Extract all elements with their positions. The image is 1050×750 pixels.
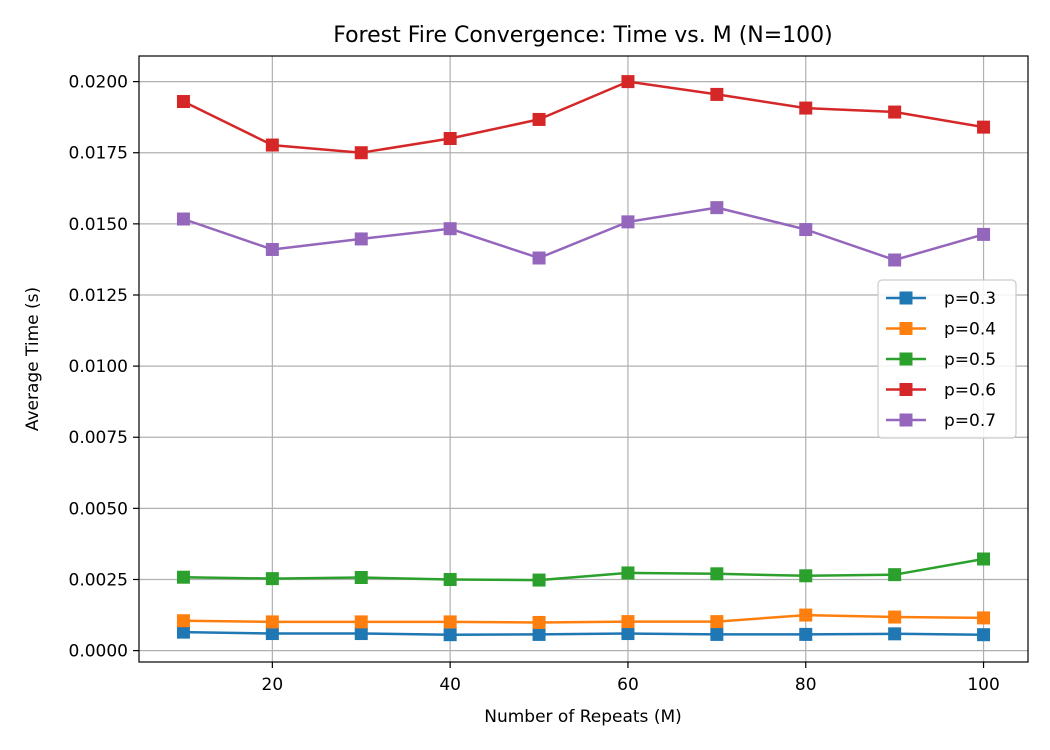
data-point [354,146,368,160]
data-point [354,232,368,246]
y-tick-label: 0.0075 [69,428,128,448]
legend-label: p=0.7 [944,411,996,431]
y-tick-label: 0.0050 [69,499,128,519]
data-point [176,212,190,226]
data-point [888,627,902,641]
data-point [176,570,190,584]
x-tick-label: 20 [262,675,284,695]
data-point [799,569,813,583]
data-point [710,201,724,215]
data-point [265,627,279,641]
legend: p=0.3 p=0.4 p=0.5 p=0.6 p=0.7 [877,279,1017,439]
data-point [265,572,279,586]
series-line [182,80,984,154]
data-point [710,567,724,581]
data-point [977,552,991,566]
data-point [532,251,546,265]
data-point [176,95,190,109]
data-point [888,568,902,582]
y-tick-label: 0.0000 [69,642,128,662]
y-axis-ticks: 0.0000 0.0025 0.0050 0.0075 0.0100 0.0125 0.01… [69,73,139,662]
series-p=0.7 [176,201,991,267]
data-point [443,628,457,642]
legend-item: p=0.7 [886,411,996,431]
y-tick-label: 0.0125 [69,286,128,306]
x-tick-label: 40 [439,675,461,695]
data-point [354,571,368,585]
series-line [183,630,984,636]
legend-item: p=0.4 [886,320,996,340]
data-point [354,627,368,641]
data-point [532,615,546,629]
data-point [443,615,457,629]
data-point [532,627,546,641]
data-point [799,101,813,115]
chart-title: Forest Fire Convergence: Time vs. M (N=1… [333,23,833,48]
data-point [621,215,635,229]
series-p=0.5 [176,552,991,587]
y-tick-label: 0.0100 [69,357,128,377]
y-axis-label: Average Time (s) [23,287,43,431]
y-tick-label: 0.0025 [69,570,128,590]
legend-box [877,279,1017,439]
series-p=0.6 [176,75,991,160]
series-line [183,557,984,582]
data-point [443,572,457,586]
x-tick-label: 100 [967,675,999,695]
data-point [176,614,190,628]
data-point [621,615,635,629]
legend-marker [899,383,913,396]
x-tick-label: 60 [617,675,639,695]
data-point [977,628,991,642]
legend-item: p=0.5 [886,350,996,370]
legend-marker [899,291,913,305]
data-point [799,608,813,622]
data-point [621,627,635,641]
data-point [532,573,546,587]
x-axis-ticks: 20 40 60 80 100 [262,662,1000,695]
data-point [710,627,724,641]
legend-marker [899,413,913,427]
series-p=0.4 [176,608,991,629]
data-point [977,227,991,241]
data-point [888,105,902,119]
y-tick-label: 0.0150 [69,215,128,235]
series-line [183,613,984,624]
data-point [265,615,279,629]
data-point [888,610,902,624]
series-lines [176,75,991,642]
data-point [621,75,635,89]
data-point [532,112,546,126]
series-p=0.3 [176,625,991,642]
data-point [799,223,813,237]
data-point [621,566,635,580]
legend-label: p=0.3 [944,289,996,309]
data-point [354,615,368,629]
data-point [977,611,991,625]
x-tick-label: 80 [795,675,817,695]
legend-label: p=0.4 [944,320,996,340]
data-point [443,222,457,236]
data-point [710,615,724,629]
legend-item: p=0.6 [886,381,996,401]
x-axis-label: Number of Repeats (M) [484,707,682,727]
series-line [182,206,984,262]
legend-label: p=0.5 [944,350,996,370]
data-point [443,132,457,146]
legend-marker [899,352,913,366]
data-point [799,627,813,641]
data-point [176,625,190,639]
data-point [977,120,991,134]
legend-marker [899,322,913,335]
data-point [265,242,279,256]
data-point [888,253,902,267]
legend-item: p=0.3 [886,289,996,309]
plot-frame [138,55,1029,663]
legend-label: p=0.6 [944,381,996,401]
y-tick-label: 0.0200 [69,73,128,93]
data-point [265,138,279,152]
y-tick-label: 0.0175 [69,144,128,164]
data-point [710,87,724,101]
